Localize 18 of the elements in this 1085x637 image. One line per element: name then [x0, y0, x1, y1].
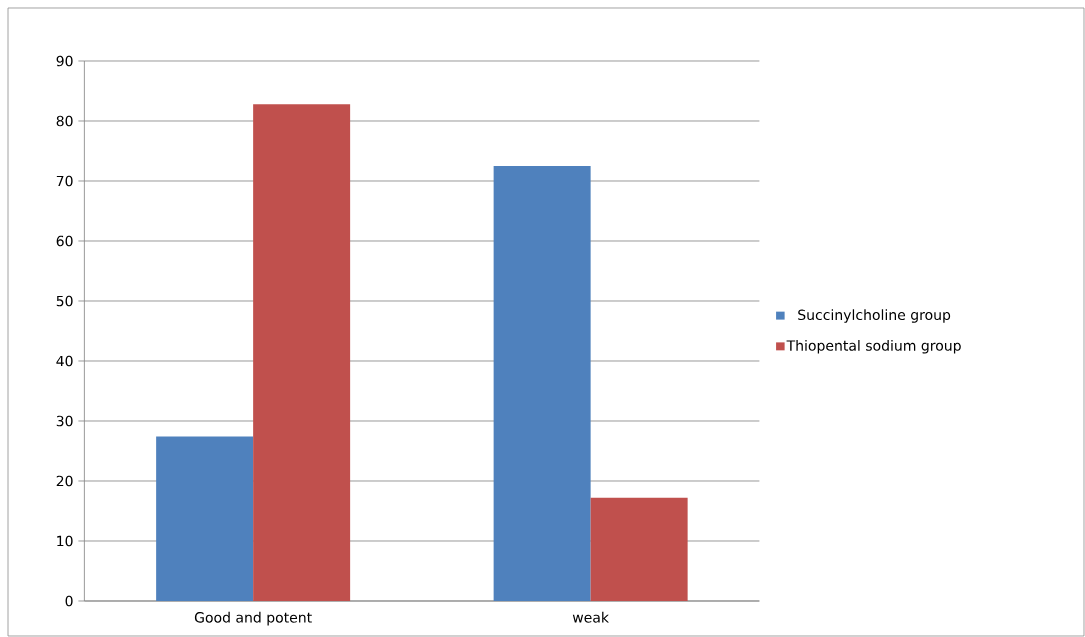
x-tick-label: weak [572, 611, 609, 623]
bar [253, 104, 351, 601]
y-tick-label: 10 [57, 535, 73, 547]
y-tick-label: 80 [56, 115, 73, 127]
y-tick-label: 30 [56, 415, 73, 427]
y-tick-label: 50 [56, 295, 73, 307]
y-tick-label: 0 [65, 595, 73, 607]
y-tick-label: 60 [56, 235, 73, 247]
bar [493, 166, 591, 601]
x-tick-label: Good and potent [194, 611, 312, 626]
y-tick-label: 20 [56, 475, 73, 487]
legend-label: Succinylcholine group [798, 309, 951, 323]
y-tick-label: 90 [56, 55, 73, 67]
y-tick-label: 70 [56, 175, 73, 187]
legend-label: Thiopental sodium group [786, 340, 961, 354]
bar [590, 497, 688, 601]
y-tick-label: 40 [56, 355, 73, 367]
bar [156, 436, 254, 601]
